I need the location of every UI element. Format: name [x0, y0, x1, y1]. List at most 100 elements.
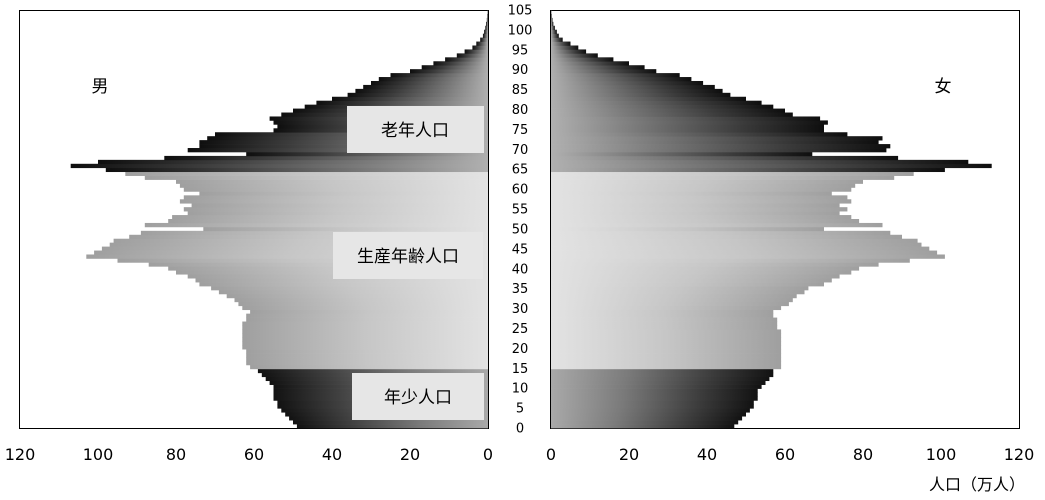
female-bar-age-59 [551, 191, 832, 195]
female-bar-age-7 [551, 396, 758, 400]
population-axis: 0 020 2040 4060 6080 80100 100120 120 [5, 445, 1035, 464]
female-bar-age-3 [551, 412, 746, 416]
male-bar-age-52 [168, 219, 488, 223]
female-bar-age-71 [551, 144, 890, 148]
female-bar-age-57 [551, 199, 851, 203]
male-bar-age-28 [246, 314, 488, 318]
age-tick-85: 85 [512, 83, 529, 98]
male-bar-age-101 [485, 26, 488, 30]
male-bar-age-93 [445, 57, 488, 61]
female-bar-age-68 [551, 156, 898, 160]
male-bar-age-1 [293, 420, 488, 424]
age-tick-45: 45 [512, 242, 529, 257]
male-bar-age-0 [297, 424, 488, 428]
female-bar-age-34 [551, 290, 805, 294]
female-bar-age-24 [551, 329, 781, 333]
female-bar-age-96 [551, 45, 578, 49]
male-bar-age-84 [348, 93, 488, 97]
age-tick-25: 25 [512, 322, 529, 337]
young-label: 年少人口 [384, 388, 452, 408]
female-bar-age-56 [551, 203, 840, 207]
female-bar-age-45 [551, 247, 929, 251]
female-bar-age-54 [551, 211, 840, 215]
age-tick-35: 35 [512, 282, 529, 297]
female-bar-age-33 [551, 294, 797, 298]
male-bar-age-61 [180, 184, 488, 188]
female-bar-age-20 [551, 345, 781, 349]
male-bar-age-90 [410, 69, 488, 73]
female-bar-age-70 [551, 148, 886, 152]
age-tick-30: 30 [512, 302, 529, 317]
age-tick-65: 65 [512, 163, 529, 178]
female-bar-age-32 [551, 298, 793, 302]
male-bar-age-21 [242, 341, 488, 345]
female-bar-age-22 [551, 337, 781, 341]
female-bar-age-47 [551, 239, 918, 243]
female-bar-age-16 [551, 361, 781, 365]
male-bar-age-60 [184, 187, 488, 191]
female-bar-age-36 [551, 282, 824, 286]
male-x-tick-60: 60 [244, 445, 264, 464]
female-bar-age-65 [551, 168, 945, 172]
female-bar-age-62 [551, 180, 863, 184]
female-bar-age-19 [551, 349, 781, 353]
female-label: 女 [935, 77, 952, 97]
female-bar-age-76 [551, 124, 824, 128]
male-x-tick-40: 40 [322, 445, 342, 464]
male-bar-age-100 [484, 30, 488, 34]
female-x-tick-20: 20 [619, 445, 639, 464]
female-bar-age-60 [551, 187, 851, 191]
female-bar-age-28 [551, 314, 773, 318]
male-bar-age-16 [246, 361, 488, 365]
female-bar-age-85 [551, 89, 723, 93]
female-bar-age-8 [551, 393, 758, 397]
female-bar-age-63 [551, 176, 894, 180]
female-bar-age-10 [551, 385, 762, 389]
male-bar-age-102 [486, 22, 488, 26]
female-bar-age-55 [551, 207, 847, 211]
male-bar-age-62 [176, 180, 488, 184]
male-bar-age-23 [242, 333, 488, 337]
male-bar-age-32 [235, 298, 489, 302]
female-bar-age-44 [551, 251, 937, 255]
female-bar-age-1 [551, 420, 738, 424]
female-x-tick-0: 0 [546, 445, 556, 464]
female-bar-age-69 [551, 152, 812, 156]
male-bar-age-58 [184, 195, 488, 199]
female-bar-age-31 [551, 302, 789, 306]
female-bar-age-95 [551, 49, 586, 53]
male-bar-age-68 [164, 156, 488, 160]
male-bar-age-64 [125, 172, 488, 176]
female-bar-age-100 [551, 30, 557, 34]
female-bar-age-9 [551, 389, 758, 393]
male-bar-age-89 [391, 73, 489, 77]
female-bar-age-4 [551, 408, 750, 412]
male-bar-age-94 [457, 53, 488, 57]
male-bar-age-92 [433, 61, 488, 65]
male-bar-age-65 [106, 168, 488, 172]
male-bar-age-22 [242, 337, 488, 341]
female-bar-age-13 [551, 373, 773, 377]
male-bar-age-98 [480, 38, 488, 42]
female-bar-age-92 [551, 61, 629, 65]
male-bar-age-15 [250, 365, 488, 369]
female-bar-age-23 [551, 333, 781, 337]
male-bar-age-86 [363, 85, 488, 89]
male-bar-age-91 [422, 65, 488, 69]
male-x-tick-100: 100 [83, 445, 114, 464]
male-bar-age-96 [472, 45, 488, 49]
female-bar-age-41 [551, 262, 879, 266]
age-tick-0: 0 [516, 422, 524, 437]
age-tick-20: 20 [512, 342, 529, 357]
male-bar-age-104 [487, 14, 488, 18]
male-x-tick-20: 20 [400, 445, 420, 464]
female-bar-age-61 [551, 184, 855, 188]
female-bar-age-39 [551, 270, 851, 274]
male-bar-age-67 [98, 160, 488, 164]
female-bar-age-104 [551, 14, 552, 18]
male-bar-age-33 [227, 294, 488, 298]
female-bar-age-38 [551, 274, 840, 278]
female-bar-age-37 [551, 278, 832, 282]
female-bar-age-90 [551, 69, 656, 73]
female-bar-age-15 [551, 365, 781, 369]
